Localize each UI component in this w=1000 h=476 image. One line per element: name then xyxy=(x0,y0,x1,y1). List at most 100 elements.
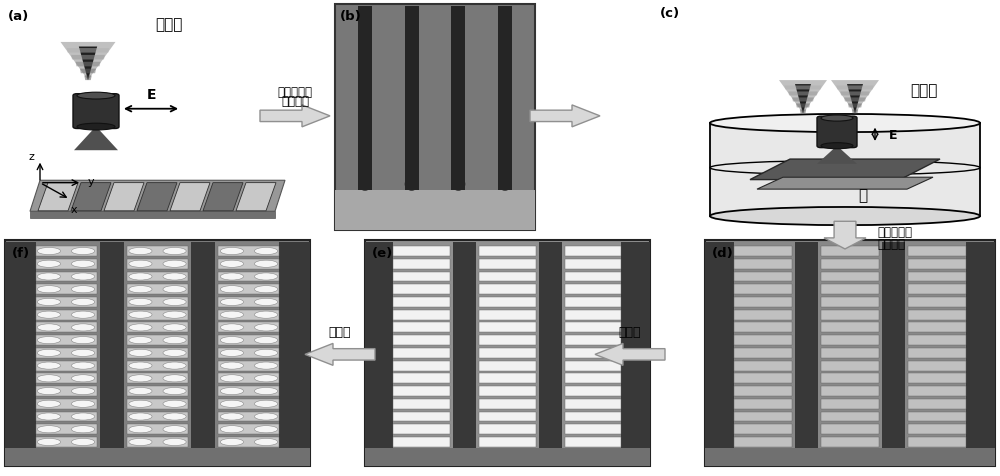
FancyBboxPatch shape xyxy=(393,336,450,346)
Ellipse shape xyxy=(498,178,512,191)
Polygon shape xyxy=(831,81,879,114)
Ellipse shape xyxy=(254,387,278,395)
FancyBboxPatch shape xyxy=(795,243,818,448)
FancyBboxPatch shape xyxy=(36,272,96,282)
Ellipse shape xyxy=(129,387,152,395)
FancyBboxPatch shape xyxy=(908,336,966,346)
Ellipse shape xyxy=(220,375,244,382)
Text: 激光加工: 激光加工 xyxy=(281,95,309,108)
FancyBboxPatch shape xyxy=(36,437,96,447)
FancyBboxPatch shape xyxy=(218,374,279,384)
FancyBboxPatch shape xyxy=(5,240,310,466)
Text: 双脉冲飞秒: 双脉冲飞秒 xyxy=(877,225,912,238)
Polygon shape xyxy=(236,183,276,211)
Ellipse shape xyxy=(254,349,278,357)
FancyBboxPatch shape xyxy=(734,361,792,371)
FancyBboxPatch shape xyxy=(564,323,621,333)
FancyBboxPatch shape xyxy=(127,298,188,307)
FancyBboxPatch shape xyxy=(564,386,621,396)
FancyBboxPatch shape xyxy=(821,374,879,384)
FancyBboxPatch shape xyxy=(36,247,96,257)
Ellipse shape xyxy=(71,286,95,293)
Ellipse shape xyxy=(129,261,152,268)
Ellipse shape xyxy=(71,299,95,306)
FancyBboxPatch shape xyxy=(821,310,879,320)
Ellipse shape xyxy=(163,311,186,318)
FancyBboxPatch shape xyxy=(821,425,879,434)
FancyBboxPatch shape xyxy=(734,298,792,307)
FancyBboxPatch shape xyxy=(218,336,279,346)
FancyBboxPatch shape xyxy=(393,425,450,434)
Ellipse shape xyxy=(129,248,152,255)
Ellipse shape xyxy=(71,426,95,433)
FancyBboxPatch shape xyxy=(393,298,450,307)
FancyBboxPatch shape xyxy=(36,285,96,295)
Ellipse shape xyxy=(821,116,853,122)
FancyBboxPatch shape xyxy=(127,425,188,434)
FancyBboxPatch shape xyxy=(218,425,279,434)
FancyBboxPatch shape xyxy=(218,323,279,333)
FancyBboxPatch shape xyxy=(908,247,966,257)
FancyBboxPatch shape xyxy=(479,336,536,346)
Ellipse shape xyxy=(163,438,186,446)
Polygon shape xyxy=(30,181,285,212)
Ellipse shape xyxy=(77,124,115,131)
Ellipse shape xyxy=(37,349,61,357)
FancyBboxPatch shape xyxy=(365,243,393,448)
Ellipse shape xyxy=(129,362,152,369)
FancyBboxPatch shape xyxy=(365,448,650,466)
Polygon shape xyxy=(79,48,97,81)
FancyBboxPatch shape xyxy=(479,412,536,422)
FancyBboxPatch shape xyxy=(393,412,450,422)
FancyBboxPatch shape xyxy=(479,399,536,409)
FancyBboxPatch shape xyxy=(498,7,512,190)
Text: 水: 水 xyxy=(858,188,868,203)
Ellipse shape xyxy=(71,413,95,420)
FancyBboxPatch shape xyxy=(36,336,96,346)
FancyBboxPatch shape xyxy=(127,323,188,333)
FancyBboxPatch shape xyxy=(734,412,792,422)
FancyBboxPatch shape xyxy=(5,243,36,448)
Ellipse shape xyxy=(254,337,278,344)
Polygon shape xyxy=(530,106,600,128)
Ellipse shape xyxy=(37,311,61,318)
Text: (c): (c) xyxy=(660,7,680,20)
FancyBboxPatch shape xyxy=(705,240,995,466)
FancyBboxPatch shape xyxy=(36,399,96,409)
FancyBboxPatch shape xyxy=(365,240,650,466)
Polygon shape xyxy=(836,86,874,90)
FancyBboxPatch shape xyxy=(821,348,879,358)
FancyBboxPatch shape xyxy=(908,310,966,320)
FancyBboxPatch shape xyxy=(908,298,966,307)
FancyBboxPatch shape xyxy=(218,412,279,422)
Ellipse shape xyxy=(163,248,186,255)
FancyBboxPatch shape xyxy=(734,399,792,409)
Polygon shape xyxy=(844,98,866,102)
Ellipse shape xyxy=(220,438,244,446)
Ellipse shape xyxy=(71,261,95,268)
FancyBboxPatch shape xyxy=(479,361,536,371)
FancyBboxPatch shape xyxy=(127,272,188,282)
FancyBboxPatch shape xyxy=(539,243,562,448)
Ellipse shape xyxy=(129,337,152,344)
FancyBboxPatch shape xyxy=(908,323,966,333)
FancyBboxPatch shape xyxy=(821,399,879,409)
FancyBboxPatch shape xyxy=(564,272,621,282)
FancyBboxPatch shape xyxy=(564,348,621,358)
FancyBboxPatch shape xyxy=(479,348,536,358)
Ellipse shape xyxy=(220,311,244,318)
Ellipse shape xyxy=(254,311,278,318)
Ellipse shape xyxy=(254,299,278,306)
Ellipse shape xyxy=(220,286,244,293)
FancyBboxPatch shape xyxy=(734,437,792,447)
Ellipse shape xyxy=(71,362,95,369)
Polygon shape xyxy=(784,86,822,90)
FancyBboxPatch shape xyxy=(821,361,879,371)
Text: y: y xyxy=(88,177,95,186)
FancyBboxPatch shape xyxy=(734,348,792,358)
FancyBboxPatch shape xyxy=(734,323,792,333)
FancyBboxPatch shape xyxy=(218,272,279,282)
Text: (e): (e) xyxy=(372,246,393,259)
Ellipse shape xyxy=(71,311,95,318)
FancyBboxPatch shape xyxy=(218,437,279,447)
